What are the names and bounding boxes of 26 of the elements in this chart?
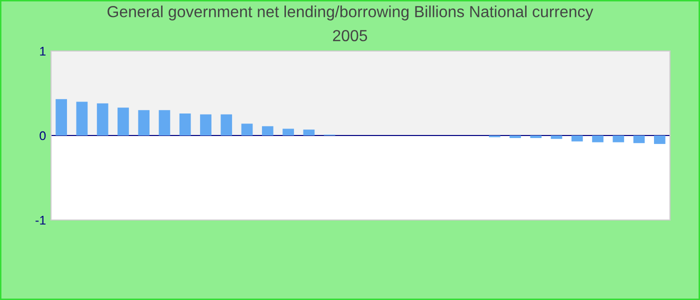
bar bbox=[571, 136, 583, 142]
bar bbox=[262, 126, 274, 136]
bar bbox=[510, 136, 521, 138]
bar bbox=[654, 136, 666, 144]
bar bbox=[592, 136, 604, 142]
bar bbox=[633, 136, 645, 144]
bar bbox=[220, 114, 232, 136]
bar bbox=[138, 110, 150, 136]
bar bbox=[530, 136, 542, 138]
y-tick-label: 1 bbox=[40, 46, 46, 56]
bar bbox=[282, 128, 294, 136]
bar bbox=[303, 130, 315, 136]
y-tick-label: 0 bbox=[40, 131, 46, 140]
bar bbox=[550, 136, 562, 139]
bar bbox=[76, 102, 88, 136]
chart-subtitle: 2005 bbox=[333, 30, 368, 42]
bar bbox=[612, 136, 624, 142]
bar bbox=[56, 99, 67, 136]
bar bbox=[96, 103, 108, 136]
bar bbox=[200, 114, 212, 136]
bar bbox=[158, 110, 170, 136]
y-tick-label: -1 bbox=[36, 216, 46, 225]
bar bbox=[179, 114, 191, 136]
chart-title: General government net lending/borrowing Billions National currency bbox=[108, 6, 594, 20]
bar bbox=[118, 108, 129, 136]
bar bbox=[241, 124, 253, 136]
